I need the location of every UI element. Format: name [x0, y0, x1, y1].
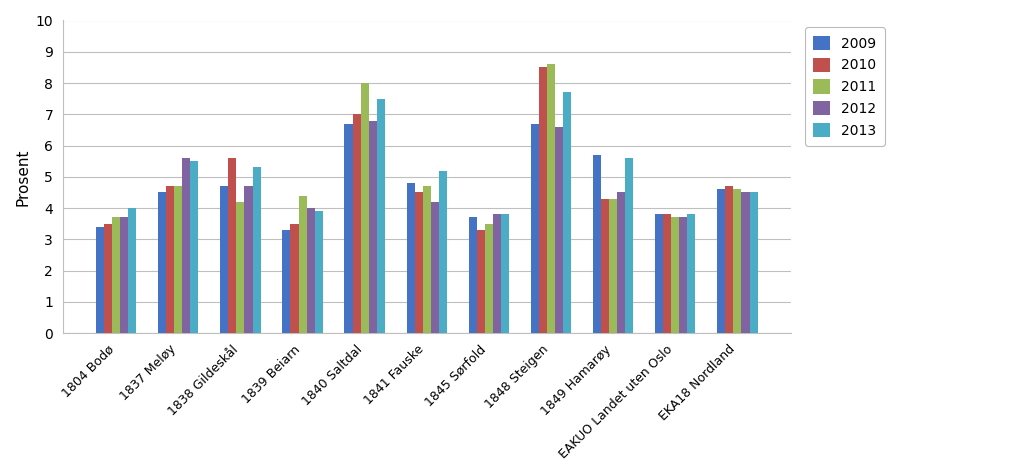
Bar: [593, 155, 602, 333]
Bar: [128, 208, 136, 333]
Bar: [687, 214, 696, 333]
Bar: [174, 186, 182, 333]
Bar: [655, 214, 663, 333]
Bar: [717, 189, 725, 333]
Bar: [166, 186, 174, 333]
Bar: [291, 224, 299, 333]
Bar: [469, 218, 477, 333]
Bar: [220, 186, 228, 333]
Bar: [315, 211, 322, 333]
Bar: [307, 208, 315, 333]
Bar: [602, 198, 609, 333]
Bar: [742, 192, 750, 333]
Y-axis label: Prosent: Prosent: [15, 148, 30, 206]
Bar: [625, 158, 633, 333]
Bar: [539, 68, 547, 333]
Bar: [228, 158, 236, 333]
Bar: [531, 124, 539, 333]
Bar: [477, 230, 485, 333]
Bar: [617, 192, 625, 333]
Bar: [671, 218, 679, 333]
Bar: [299, 196, 307, 333]
Bar: [431, 202, 439, 333]
Bar: [733, 189, 742, 333]
Bar: [236, 202, 244, 333]
Bar: [282, 230, 291, 333]
Bar: [104, 224, 113, 333]
Bar: [376, 99, 385, 333]
Bar: [361, 83, 368, 333]
Bar: [121, 218, 128, 333]
Bar: [547, 64, 555, 333]
Bar: [501, 214, 509, 333]
Bar: [253, 168, 261, 333]
Bar: [368, 120, 376, 333]
Bar: [113, 218, 121, 333]
Bar: [353, 114, 361, 333]
Bar: [345, 124, 353, 333]
Bar: [422, 186, 431, 333]
Bar: [609, 198, 617, 333]
Bar: [663, 214, 671, 333]
Bar: [414, 192, 422, 333]
Bar: [725, 186, 733, 333]
Bar: [244, 186, 253, 333]
Bar: [555, 127, 563, 333]
Bar: [182, 158, 190, 333]
Bar: [679, 218, 687, 333]
Bar: [493, 214, 501, 333]
Bar: [485, 224, 493, 333]
Bar: [159, 192, 166, 333]
Bar: [439, 170, 447, 333]
Legend: 2009, 2010, 2011, 2012, 2013: 2009, 2010, 2011, 2012, 2013: [805, 28, 885, 146]
Bar: [750, 192, 758, 333]
Bar: [406, 183, 414, 333]
Bar: [563, 92, 571, 333]
Bar: [190, 161, 198, 333]
Bar: [96, 227, 104, 333]
